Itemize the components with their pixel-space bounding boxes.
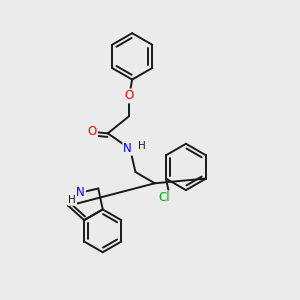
Text: N: N — [123, 142, 132, 155]
Text: O: O — [88, 125, 97, 138]
Text: H: H — [137, 141, 145, 152]
Text: H: H — [68, 195, 76, 205]
Text: O: O — [124, 89, 134, 102]
Text: Cl: Cl — [159, 191, 170, 204]
Text: N: N — [76, 186, 85, 199]
